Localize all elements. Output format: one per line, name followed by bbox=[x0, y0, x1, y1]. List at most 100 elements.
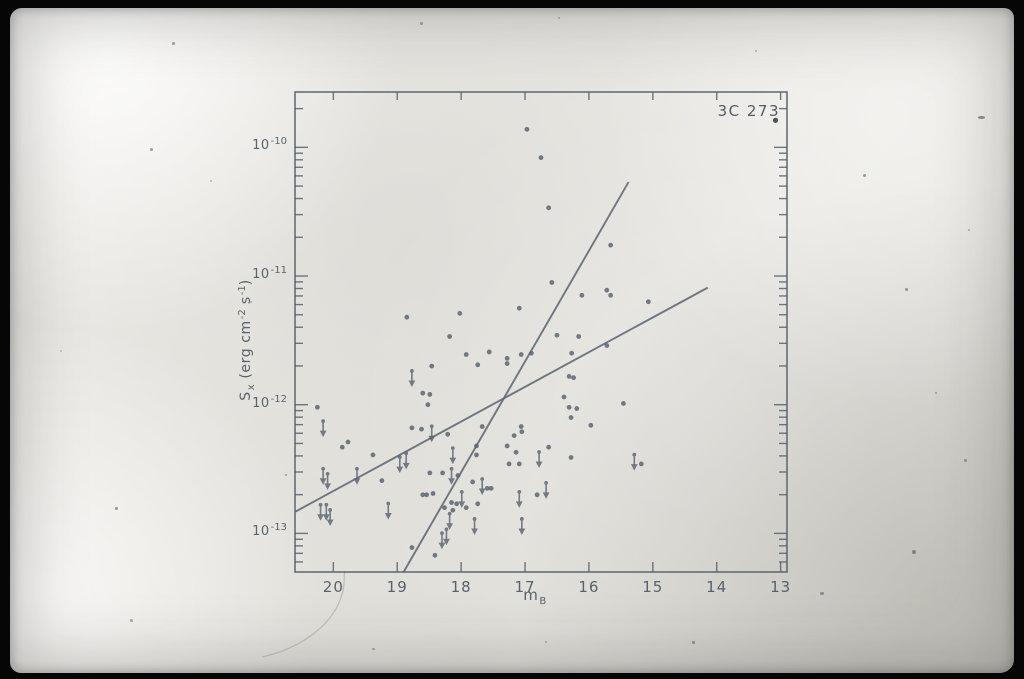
data-point bbox=[486, 349, 492, 355]
x-axis-title: mB bbox=[505, 586, 565, 607]
x-tick-label: 13 bbox=[770, 578, 792, 596]
data-point bbox=[604, 343, 610, 348]
y-tick-base: 10 bbox=[252, 267, 270, 283]
data-point bbox=[345, 439, 351, 445]
upper-limit-arrow bbox=[326, 508, 334, 526]
data-point bbox=[463, 505, 469, 511]
data-point bbox=[470, 479, 476, 485]
annotation-point-3c273 bbox=[772, 117, 779, 123]
data-point bbox=[475, 501, 481, 507]
data-point bbox=[420, 492, 426, 498]
data-point bbox=[513, 449, 519, 455]
data-point bbox=[576, 334, 582, 339]
data-point bbox=[427, 392, 433, 397]
annotation-3c273-label: 3C 273 bbox=[717, 102, 780, 120]
dust-speck bbox=[210, 180, 212, 182]
upper-limit-arrow bbox=[630, 452, 638, 471]
upper-limit-arrow bbox=[449, 446, 457, 465]
data-point bbox=[645, 299, 651, 305]
data-point bbox=[454, 501, 460, 507]
data-point bbox=[430, 491, 436, 496]
dust-speck bbox=[820, 592, 824, 595]
upper-limit-arrow bbox=[317, 502, 324, 521]
x-tick-label: 19 bbox=[386, 578, 408, 596]
y-tick-exponent: -12 bbox=[270, 393, 287, 405]
data-point bbox=[604, 287, 610, 293]
y-axis-title-exp1: -2 bbox=[237, 309, 248, 320]
data-point bbox=[442, 505, 447, 511]
dust-speck bbox=[905, 288, 908, 291]
y-tick-label: 10-10 bbox=[235, 136, 287, 153]
data-point bbox=[420, 390, 426, 396]
data-point bbox=[511, 433, 517, 438]
data-point bbox=[339, 444, 345, 450]
x-tick-label: 17 bbox=[514, 578, 536, 596]
data-point bbox=[504, 355, 510, 361]
data-point bbox=[568, 415, 574, 420]
upper-limit-arrow bbox=[446, 511, 454, 530]
data-point bbox=[621, 401, 626, 406]
data-point bbox=[524, 126, 530, 132]
dust-speck bbox=[755, 50, 757, 52]
data-point bbox=[504, 361, 510, 366]
x-tick-label: 14 bbox=[706, 578, 728, 596]
data-point bbox=[484, 485, 490, 491]
data-point bbox=[518, 352, 524, 357]
data-point bbox=[506, 461, 512, 467]
x-axis-title-text: m bbox=[523, 586, 539, 604]
dust-speck bbox=[545, 641, 547, 643]
dust-speck bbox=[115, 507, 118, 510]
data-point bbox=[404, 314, 410, 320]
x-tick-label: 18 bbox=[450, 578, 472, 596]
data-point bbox=[518, 424, 524, 429]
data-point bbox=[608, 242, 614, 248]
data-point bbox=[546, 444, 552, 450]
y-axis-title: Sx (erg cm-2 s-1) bbox=[237, 279, 257, 401]
data-point bbox=[538, 155, 544, 161]
y-tick-label: 10-12 bbox=[235, 393, 287, 411]
data-point bbox=[450, 507, 456, 513]
data-point bbox=[447, 334, 453, 339]
y-tick-label: 10-13 bbox=[235, 522, 287, 540]
dust-speck bbox=[978, 116, 985, 119]
y-tick-exponent: -10 bbox=[270, 136, 287, 148]
y-tick-exponent: -13 bbox=[270, 522, 287, 534]
dust-speck bbox=[964, 459, 967, 462]
scratch-artifact bbox=[261, 570, 346, 658]
data-point bbox=[440, 470, 445, 476]
upper-limit-arrow bbox=[478, 477, 486, 496]
upper-limit-arrow bbox=[535, 450, 543, 469]
data-point bbox=[516, 461, 522, 467]
upper-limit-arrow bbox=[353, 466, 361, 485]
x-axis-title-subscript: B bbox=[539, 596, 547, 607]
steep-regression-line bbox=[402, 181, 630, 573]
y-axis-title-exp2: -1 bbox=[237, 285, 248, 296]
upper-limit-arrow bbox=[396, 455, 404, 474]
data-point bbox=[424, 492, 430, 498]
data-point bbox=[554, 332, 560, 338]
data-point bbox=[425, 402, 431, 408]
data-point bbox=[409, 425, 415, 431]
upper-limit-arrow bbox=[515, 490, 523, 508]
upper-limit-arrow bbox=[319, 419, 327, 438]
upper-limit-arrow bbox=[384, 501, 392, 520]
dust-speck bbox=[150, 148, 153, 151]
data-point bbox=[566, 373, 572, 379]
data-point bbox=[474, 443, 479, 449]
dust-speck bbox=[558, 17, 560, 19]
upper-limit-arrow bbox=[438, 531, 446, 550]
data-point bbox=[432, 552, 438, 558]
data-point bbox=[475, 362, 481, 368]
dust-speck bbox=[285, 474, 287, 476]
data-point bbox=[579, 292, 585, 298]
data-point bbox=[488, 485, 494, 491]
data-point bbox=[419, 426, 424, 432]
y-tick-base: 10 bbox=[252, 524, 270, 540]
dust-speck bbox=[935, 392, 937, 394]
upper-limit-arrow bbox=[542, 481, 550, 499]
upper-limit-arrow bbox=[471, 517, 478, 535]
dust-speck bbox=[130, 619, 133, 622]
